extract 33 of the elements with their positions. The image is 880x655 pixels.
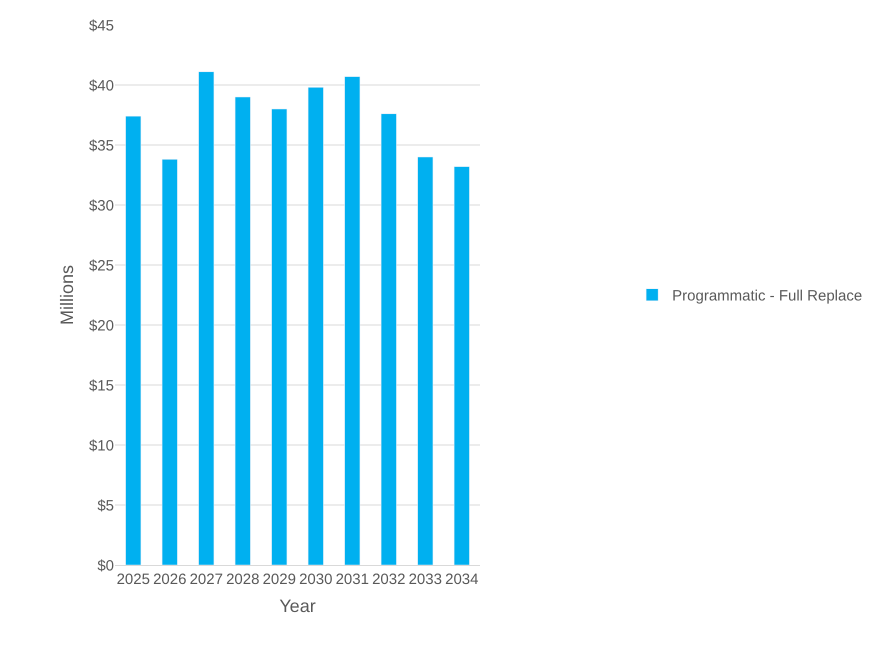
x-tick-label: 2029 [262,571,296,588]
x-tick-label: 2034 [445,571,478,588]
x-tick-label: 2028 [226,571,260,588]
x-tick-label: 2032 [372,571,406,588]
y-tick-label: $15 [88,377,114,394]
bar [417,156,434,565]
bar [308,87,324,565]
y-tick-label: $40 [88,77,114,94]
bar [454,166,470,565]
y-tick-label: $35 [88,137,114,154]
x-tick-label: 2031 [336,571,369,588]
x-tick-label: 2027 [190,571,223,588]
bar [234,96,251,565]
y-tick-label: $25 [88,257,114,274]
bar [380,114,397,565]
legend-label: Programmatic - Full Replace [672,288,862,305]
bar [198,72,214,565]
bar [125,116,142,565]
y-axis-title: Millions [57,264,78,326]
y-tick-label: $10 [88,437,114,454]
x-tick-label: 2033 [408,571,442,588]
bar [344,76,360,565]
y-tick-label: $20 [88,317,114,334]
x-tick-label: 2025 [116,571,150,588]
y-tick-label: $5 [97,497,114,514]
x-axis-title: Year [279,596,316,616]
y-tick-label: $45 [88,17,114,34]
x-tick-label: 2030 [299,571,332,588]
y-tick-label: $0 [97,557,114,574]
bar [271,108,288,565]
y-tick-label: $30 [88,197,114,214]
bar [162,159,178,565]
x-tick-label: 2026 [153,571,186,588]
